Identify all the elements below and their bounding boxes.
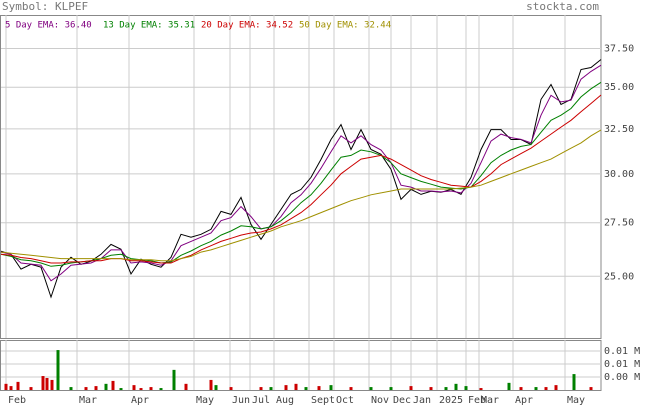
volume-bar: [572, 374, 576, 390]
site: stockta.com: [526, 0, 599, 13]
volume-bar: [544, 387, 548, 390]
volume-bar: [534, 387, 538, 390]
volume-bar: [409, 386, 413, 390]
volume-bar: [329, 385, 333, 390]
y-tick-label: 27.50: [604, 218, 634, 229]
x-tick-label: May: [567, 395, 585, 406]
x-tick-label: Mar: [481, 395, 499, 406]
volume-bar: [9, 386, 13, 390]
volume-frame: [0, 340, 602, 391]
volume-bar: [464, 386, 468, 390]
plot-frame: [0, 15, 602, 339]
volume-bar: [184, 383, 188, 390]
volume-bar: [132, 385, 136, 390]
volume-bar: [209, 379, 213, 390]
volume-tick-label: 0.01 M: [604, 346, 640, 357]
volume-bar: [56, 350, 60, 390]
volume-bar: [444, 387, 448, 390]
x-tick-label: Apr: [131, 395, 149, 406]
volume-bar: [304, 387, 308, 390]
volume-bar: [507, 382, 511, 390]
volume-bar: [50, 379, 54, 390]
volume-bar: [29, 387, 33, 390]
volume-bar: [259, 387, 263, 390]
volume-bar: [4, 383, 8, 390]
volume-bar: [111, 380, 115, 390]
volume-bar: [104, 383, 108, 390]
x-tick-label: Mar: [79, 395, 97, 406]
volume-bar: [589, 387, 593, 390]
volume-bar: [554, 385, 558, 390]
volume-bar: [214, 385, 218, 390]
price-line: [0, 94, 602, 264]
y-tick-label: 37.50: [604, 43, 634, 54]
x-tick-label: Nov: [371, 395, 389, 406]
volume-bar: [389, 387, 393, 390]
y-tick-label: 32.50: [604, 124, 634, 135]
y-tick-label: 35.00: [604, 82, 634, 93]
volume-bar: [41, 376, 45, 390]
y-tick-label: 30.00: [604, 169, 634, 180]
x-tick-label: Feb: [8, 395, 26, 406]
symbol: Symbol: KLPEF: [2, 0, 88, 13]
volume-bar: [16, 381, 20, 390]
volume-bar: [139, 388, 143, 390]
legend-entry: 50 Day EMA: 32.44: [299, 21, 391, 31]
volume-bar: [294, 383, 298, 390]
x-tick-label: Dec: [393, 395, 411, 406]
x-tick-label: Apr: [515, 395, 533, 406]
x-tick-label: Jun: [232, 395, 250, 406]
legend-entry: 13 Day EMA: 35.31: [103, 21, 195, 31]
volume-bar: [172, 369, 176, 390]
x-tick-label: Sept: [311, 395, 335, 406]
y-tick-label: 25.00: [604, 271, 634, 282]
volume-bar: [94, 386, 98, 390]
x-tick-label: Jan: [413, 395, 431, 406]
volume-bar: [269, 387, 273, 390]
price-line: [0, 59, 602, 299]
volume-bar: [284, 385, 288, 390]
volume-bar: [429, 387, 433, 390]
volume-bar: [369, 387, 373, 390]
x-tick-label: 2025: [439, 395, 463, 406]
volume-bar: [119, 388, 123, 390]
x-tick-label: May: [196, 395, 214, 406]
volume-bar: [45, 377, 49, 390]
x-tick-label: Jul: [252, 395, 270, 406]
legend-entry: 20 Day EMA: 34.52: [201, 21, 293, 31]
volume-bar: [229, 387, 233, 390]
volume-bar: [69, 387, 73, 390]
volume-bar: [349, 387, 353, 390]
x-tick-label: Oct: [336, 395, 354, 406]
volume-bar: [149, 387, 153, 390]
price-line: [0, 129, 602, 262]
legend-entry: 5 Day EMA: 36.40: [5, 21, 92, 31]
volume-bar: [317, 386, 321, 390]
x-tick-label: Aug: [276, 395, 294, 406]
volume-tick-label: 0.00 M: [604, 372, 640, 383]
volume-bar: [479, 388, 483, 390]
volume-bar: [454, 383, 458, 390]
x-tick-label: Feb: [468, 395, 486, 406]
volume-bar: [519, 387, 523, 390]
volume-bar: [84, 387, 88, 390]
volume-bar: [159, 388, 163, 390]
volume-tick-label: 0.01 M: [604, 359, 640, 370]
